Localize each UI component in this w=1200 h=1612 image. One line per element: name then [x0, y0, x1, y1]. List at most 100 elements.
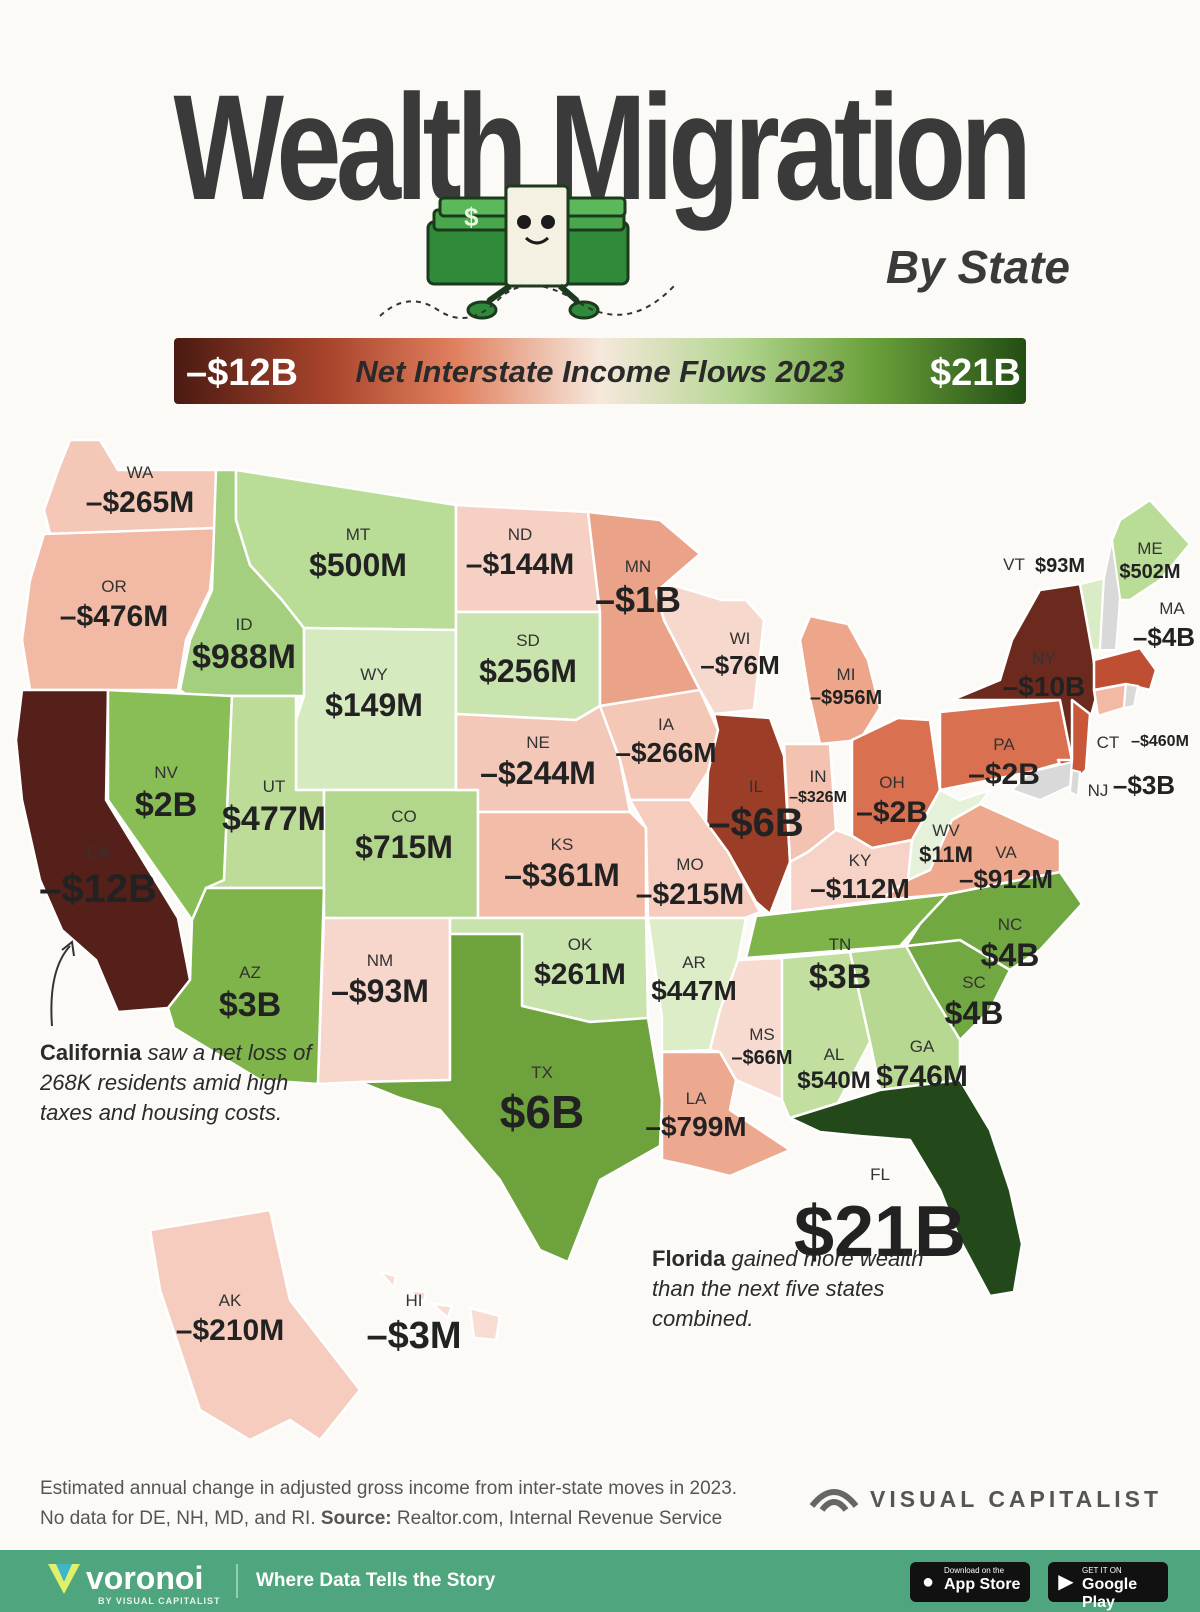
state-value-id: $988M — [192, 638, 296, 676]
state-value-mo: –$215M — [636, 878, 744, 911]
florida-annotation-text: gained more wealth than the next five st… — [652, 1246, 924, 1331]
visual-capitalist-logo-icon — [809, 1489, 859, 1512]
state-value-tn: $3B — [809, 958, 871, 996]
money-mascot-illustration: $ — [426, 184, 630, 320]
legend-color-scale — [174, 338, 1026, 404]
state-abbr-nc: NC — [998, 915, 1023, 934]
apple-icon: ● — [921, 1571, 935, 1593]
florida-annotation: Florida gained more wealth than the next… — [652, 1244, 952, 1334]
state-value-al: $540M — [797, 1067, 870, 1094]
state-value-nd: –$144M — [466, 548, 574, 581]
state-value-ia: –$266M — [615, 737, 716, 768]
florida-annotation-bold: Florida — [652, 1246, 726, 1271]
google-play-button[interactable]: ▶ GET IT ON Google Play — [1048, 1562, 1168, 1611]
footnote-no-data: No data for DE, NH, MD, and RI. — [40, 1508, 321, 1529]
california-annotation: California saw a net loss of 268K reside… — [40, 1038, 330, 1128]
state-abbr-al: AL — [824, 1045, 845, 1064]
state-value-hi: –$3M — [366, 1315, 461, 1357]
state-value-in: –$326M — [789, 789, 847, 806]
state-abbr-tn: TN — [829, 935, 852, 954]
state-shape-ma — [1092, 646, 1158, 692]
state-value-ca: –$12B — [39, 867, 157, 911]
no-data-state-de — [1068, 768, 1082, 798]
state-shape-nc — [904, 870, 1084, 972]
state-shape-ca — [14, 688, 192, 1014]
state-abbr-az: AZ — [239, 963, 261, 982]
state-abbr-in: IN — [810, 767, 827, 786]
state-value-oh: –$2B — [856, 796, 928, 829]
state-abbr-wi: WI — [730, 629, 751, 648]
state-abbr-wa: WA — [127, 463, 154, 482]
voronoi-logo-text[interactable]: voronoi — [86, 1560, 204, 1596]
no-data-states — [1010, 539, 1140, 802]
state-shape-tx — [358, 932, 664, 1264]
state-value-vt: $93M — [1035, 555, 1085, 577]
legend-min-label: –$12B — [186, 352, 298, 394]
state-value-va: –$912M — [959, 864, 1053, 894]
state-abbr-ut: UT — [263, 777, 286, 796]
voronoi-logo-subtitle: BY VISUAL CAPITALIST — [98, 1596, 221, 1606]
page-subtitle: By State — [885, 241, 1070, 293]
state-value-pa: –$2B — [968, 758, 1040, 791]
state-abbr-mi: MI — [837, 665, 856, 684]
state-value-ms: –$66M — [731, 1047, 792, 1069]
state-labels: WA –$265M OR –$476M CA –$12B ID $988M NV $2B MT $50… — [39, 463, 1195, 1357]
state-shape-ak — [148, 1208, 362, 1442]
app-store-label: App Store — [944, 1576, 1021, 1593]
state-abbr-wy: WY — [360, 665, 387, 684]
state-abbr-tx: TX — [531, 1063, 553, 1082]
state-abbr-ak: AK — [219, 1291, 242, 1310]
us-choropleth-map: WA –$265M OR –$476M CA –$12B ID $988M NV $2B MT $50… — [14, 438, 1195, 1442]
state-value-mt: $500M — [309, 547, 407, 583]
state-abbr-fl: FL — [870, 1165, 890, 1184]
state-value-me: $502M — [1119, 561, 1180, 583]
state-shape-hi — [378, 1270, 502, 1342]
svg-text:$: $ — [464, 202, 479, 232]
state-shape-mo — [628, 798, 762, 922]
motion-trail-decoration — [379, 284, 675, 319]
state-value-ks: –$361M — [504, 857, 620, 893]
state-abbr-co: CO — [391, 807, 417, 826]
no-data-state-ri — [1122, 682, 1140, 710]
state-abbr-me: ME — [1137, 539, 1163, 558]
state-value-nm: –$93M — [331, 973, 429, 1009]
state-value-co: $715M — [355, 829, 453, 865]
state-value-ct: –$460M — [1131, 733, 1189, 750]
legend-max-label: $21B — [930, 352, 1021, 394]
state-abbr-id: ID — [236, 615, 253, 634]
footnote-line-1: Estimated annual change in adjusted gros… — [40, 1478, 738, 1499]
cash-stack-icon: $ — [426, 184, 630, 320]
footnote: Estimated annual change in adjusted gros… — [40, 1474, 737, 1534]
state-value-wv: $11M — [919, 842, 973, 867]
state-value-ma: –$4B — [1133, 622, 1195, 652]
state-value-wi: –$76M — [700, 650, 780, 680]
state-value-ok: $261M — [534, 958, 626, 991]
state-value-ga: $746M — [876, 1060, 968, 1093]
state-abbr-la: LA — [686, 1089, 707, 1108]
state-abbr-hi: HI — [406, 1291, 423, 1310]
state-value-nc: $4B — [981, 937, 1040, 973]
state-value-tx: $6B — [500, 1086, 584, 1138]
state-value-ut: $477M — [222, 800, 326, 838]
state-abbr-sd: SD — [516, 631, 540, 650]
state-value-sd: $256M — [479, 653, 577, 689]
google-play-icon: ▶ — [1058, 1571, 1074, 1593]
state-abbr-ia: IA — [658, 715, 675, 734]
state-shape-wi — [654, 584, 766, 716]
state-value-mi: –$956M — [810, 687, 882, 709]
footnote-source-text: Realtor.com, Internal Revenue Service — [391, 1508, 723, 1529]
state-abbr-ne: NE — [526, 733, 550, 752]
footnote-source-label: Source: — [320, 1508, 392, 1529]
state-abbr-ky: KY — [849, 851, 872, 870]
california-annotation-bold: California — [40, 1040, 142, 1065]
google-play-label: Google Play — [1082, 1576, 1138, 1611]
footnote-line-2: No data for DE, NH, MD, and RI. Source: … — [40, 1504, 737, 1534]
app-store-small-label: Download on the — [944, 1566, 1005, 1575]
state-abbr-or: OR — [101, 577, 127, 596]
state-abbr-nm: NM — [367, 951, 393, 970]
state-abbr-wv: WV — [932, 821, 960, 840]
state-abbr-ny: NY — [1032, 649, 1056, 668]
california-annotation-text: saw a net loss of 268K residents amid hi… — [40, 1040, 312, 1125]
app-store-button[interactable]: ● Download on the App Store — [910, 1562, 1030, 1602]
state-value-nj: –$3B — [1113, 770, 1175, 800]
